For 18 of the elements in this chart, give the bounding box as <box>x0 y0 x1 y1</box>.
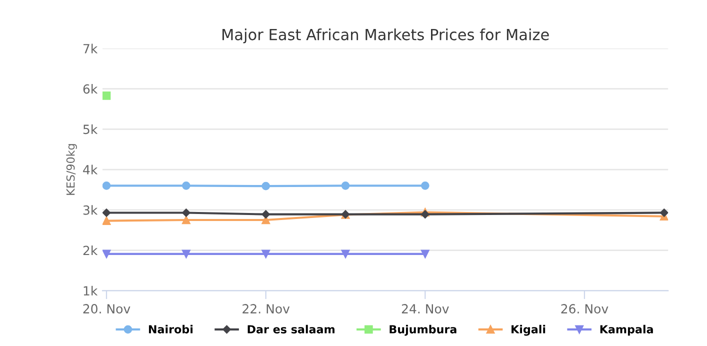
legend-label: Kampala <box>600 324 653 336</box>
x-tick-label: 24. Nov <box>402 304 449 314</box>
y-tick-label: 4k <box>83 164 98 174</box>
y-tick-label: 1k <box>84 286 98 296</box>
x-tick-label: 26. Nov <box>561 304 608 314</box>
x-tick-label: 22. Nov <box>242 304 290 314</box>
x-tick-label: 20. Nov <box>83 304 130 314</box>
y-tick-label: 2k <box>83 246 98 256</box>
chart-title: Major East African Markets Prices for Maize <box>222 28 549 44</box>
legend-label: Nairobi <box>148 324 192 334</box>
y-axis-title: KES/90kg <box>66 144 77 195</box>
legend-label: Dar es salaam <box>248 324 334 334</box>
y-tick-label: 6k <box>83 84 98 94</box>
legend-label: Bujumbura <box>390 324 456 336</box>
y-tick-label: 5k <box>83 124 98 134</box>
y-tick-label: 7k <box>83 44 98 54</box>
y-tick-label: 3k <box>83 205 98 215</box>
legend-label: Kigali <box>512 324 546 336</box>
